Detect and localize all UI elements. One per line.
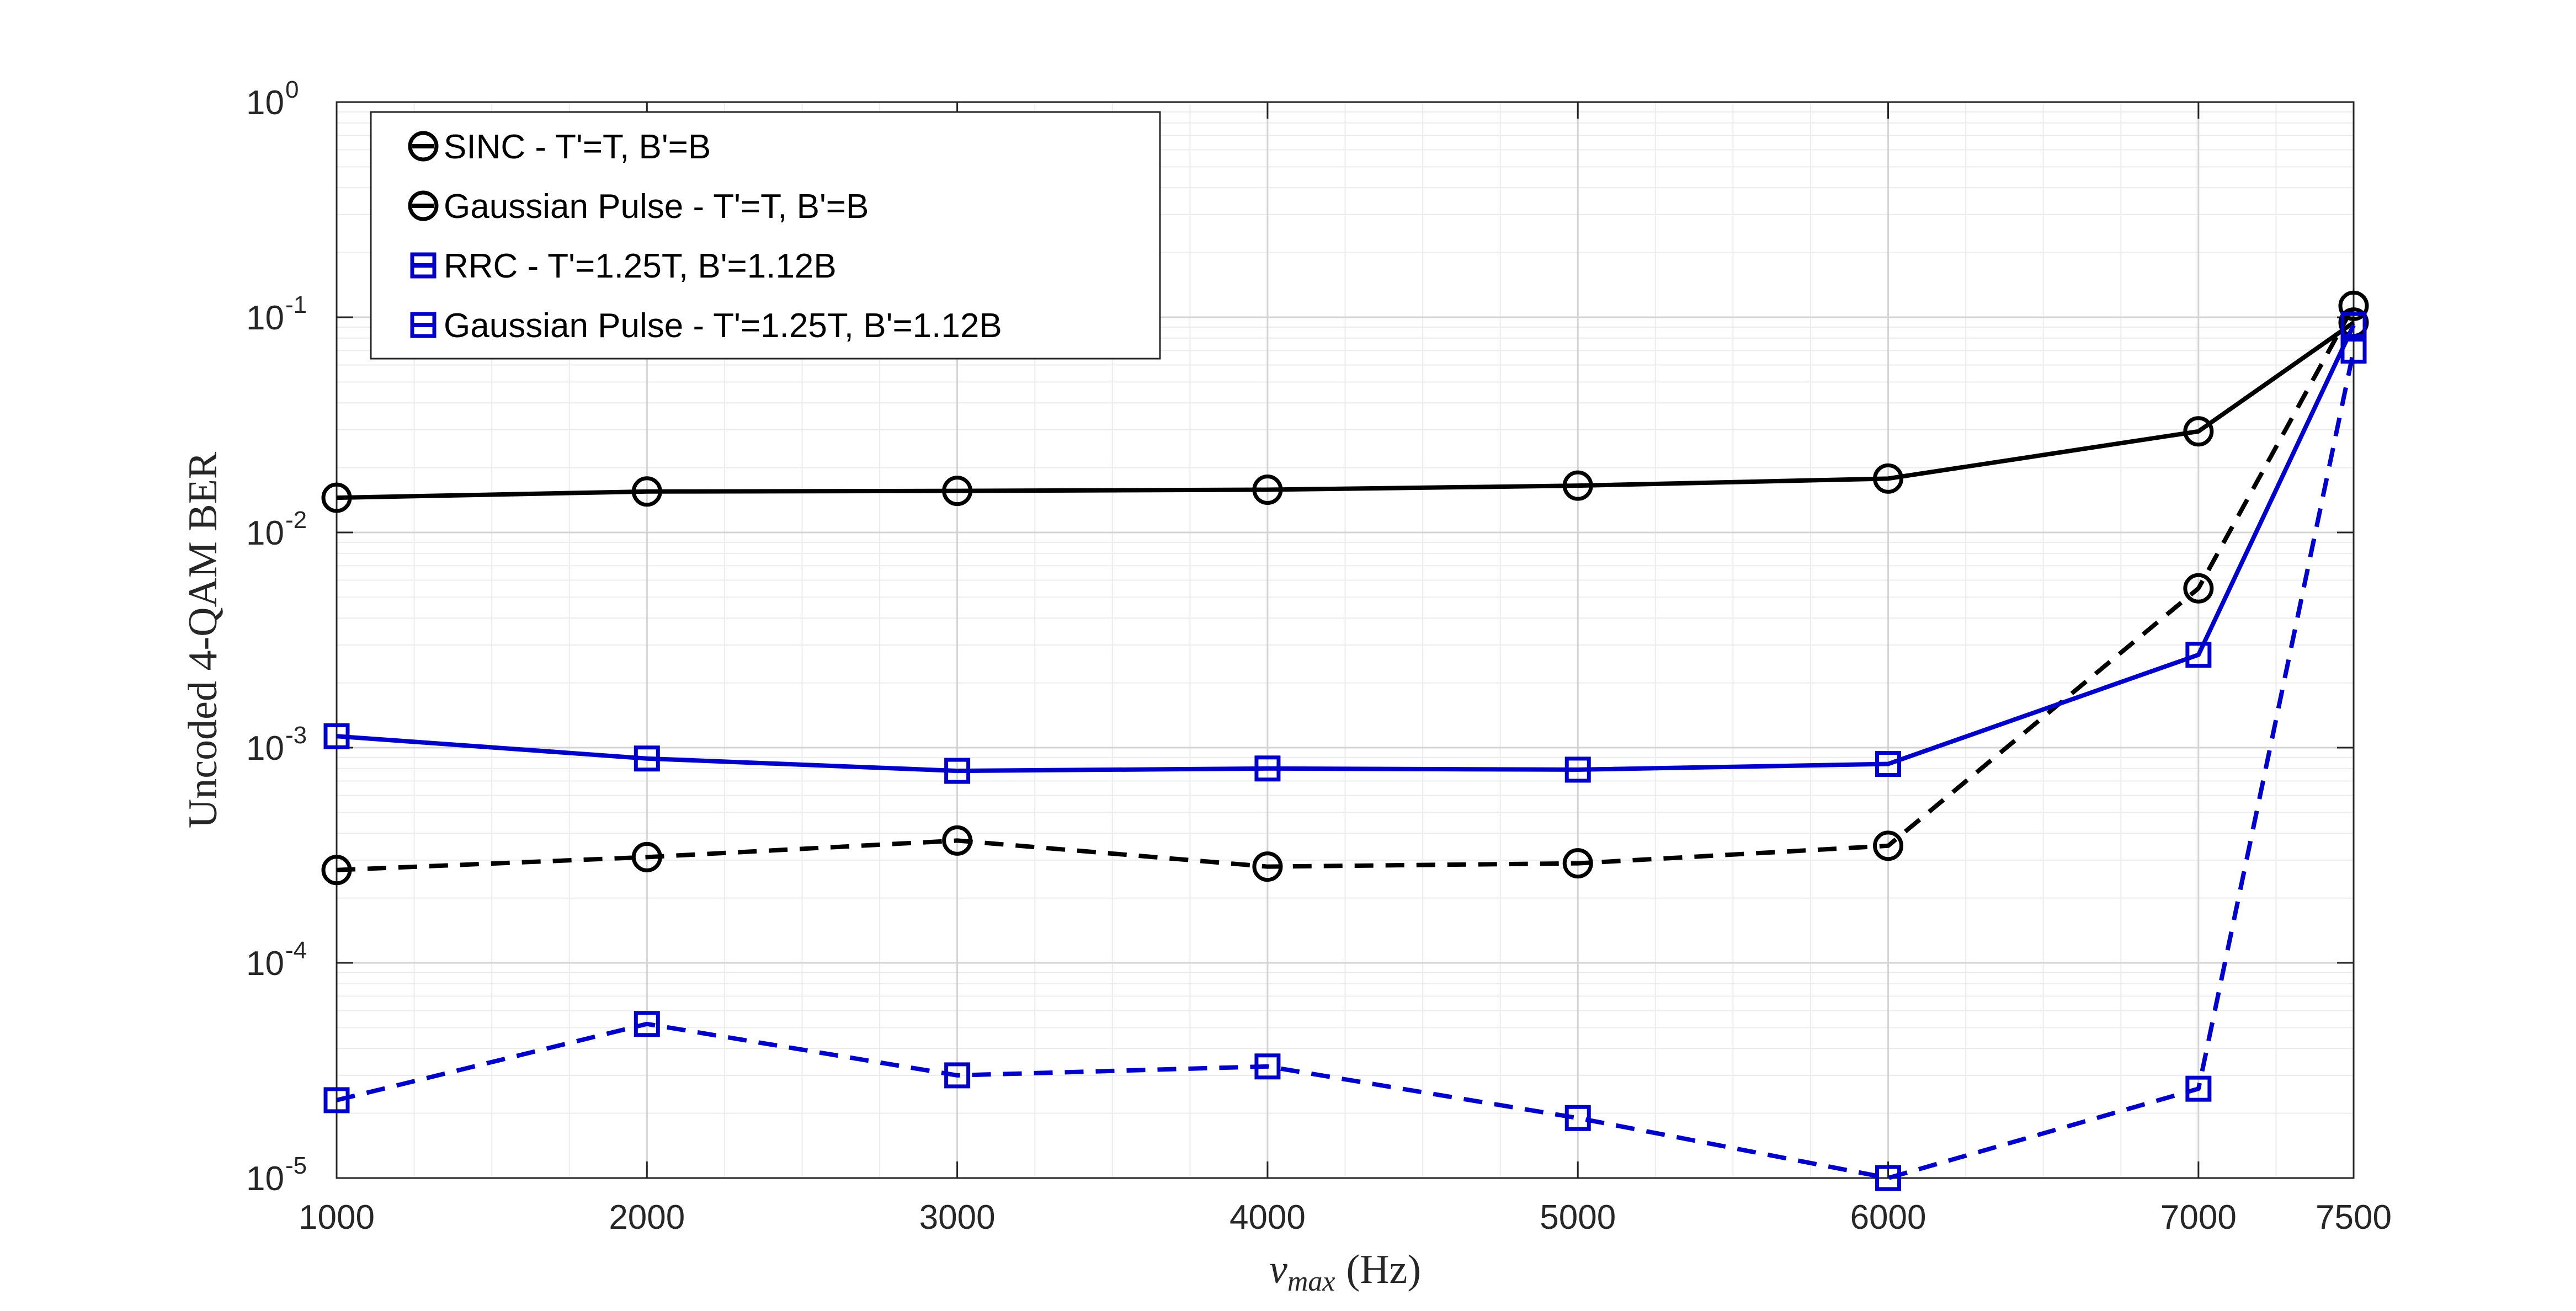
x-axis-label-unit: (Hz) bbox=[1346, 1247, 1421, 1292]
data-point bbox=[1873, 830, 1904, 861]
data-point bbox=[944, 1062, 971, 1089]
data-point bbox=[321, 855, 352, 886]
data-point bbox=[2185, 1075, 2212, 1102]
data-point bbox=[1564, 756, 1591, 783]
y-tick-base: 10 bbox=[246, 945, 284, 983]
data-point bbox=[2340, 312, 2367, 338]
data-point bbox=[321, 482, 352, 513]
y-tick-exponent: -4 bbox=[285, 937, 307, 964]
y-tick-exponent: -5 bbox=[285, 1152, 307, 1179]
data-point bbox=[942, 476, 973, 507]
x-axis-label-subscript: max bbox=[1287, 1266, 1335, 1297]
data-point bbox=[323, 1087, 350, 1113]
data-point bbox=[1873, 463, 1904, 494]
legend: SINC - T'=T, B'=B Gaussian Pulse - T'=T, … bbox=[370, 111, 1161, 360]
x-axis-label-symbol: ν bbox=[1269, 1247, 1287, 1292]
data-point bbox=[942, 825, 973, 856]
legend-marker bbox=[410, 252, 437, 279]
data-point bbox=[1875, 751, 1902, 777]
y-tick-label: 10 bbox=[246, 945, 284, 983]
y-tick-base: 10 bbox=[246, 1160, 284, 1198]
legend-label: RRC - T'=1.25T, B'=1.12B bbox=[444, 247, 837, 285]
y-tick-base: 10 bbox=[246, 729, 284, 768]
y-tick-exponent: -3 bbox=[285, 722, 307, 749]
y-tick-exponent: 0 bbox=[285, 76, 299, 103]
legend-label: Gaussian Pulse - T'=1.25T, B'=1.12B bbox=[444, 307, 1002, 345]
y-tick-base: 10 bbox=[246, 514, 284, 552]
y-tick-exponent: -2 bbox=[285, 507, 307, 534]
legend-marker bbox=[408, 131, 439, 162]
y-tick-label: 10 bbox=[246, 514, 284, 552]
data-point bbox=[1564, 1105, 1591, 1131]
x-tick-label: 1000 bbox=[299, 1198, 375, 1237]
y-tick-base: 10 bbox=[246, 299, 284, 337]
x-tick-label: 7500 bbox=[2316, 1198, 2392, 1237]
y-tick-label: 10 bbox=[246, 1160, 284, 1198]
x-tick-label: 7000 bbox=[2160, 1198, 2237, 1237]
series-layer bbox=[321, 290, 2369, 1191]
series-line bbox=[336, 321, 2355, 500]
data-point bbox=[1254, 755, 1281, 782]
y-tick-exponent: -1 bbox=[285, 291, 307, 318]
data-point bbox=[631, 476, 662, 507]
legend-label: Gaussian Pulse - T'=T, B'=B bbox=[444, 188, 869, 226]
data-point bbox=[1254, 1053, 1281, 1080]
x-tick-label: 5000 bbox=[1540, 1198, 1616, 1237]
series-3 bbox=[323, 312, 2367, 784]
series-1 bbox=[321, 307, 2369, 513]
y-tick-label: 10 bbox=[246, 729, 284, 768]
plot-frame bbox=[336, 101, 2355, 1179]
series-2 bbox=[321, 290, 2369, 886]
y-tick-label: 10 bbox=[246, 84, 284, 122]
x-tick-label: 2000 bbox=[609, 1198, 685, 1237]
data-point bbox=[2338, 290, 2369, 321]
data-point bbox=[2185, 642, 2212, 668]
x-axis-ticks: 1000 2000 3000 4000 5000 6000 7000 7500 bbox=[299, 102, 2392, 1237]
y-axis-label: Uncoded 4-QAM BER bbox=[180, 451, 226, 828]
data-point bbox=[1562, 470, 1593, 501]
data-point bbox=[2183, 416, 2214, 447]
series-4 bbox=[323, 337, 2367, 1191]
x-tick-label: 4000 bbox=[1230, 1198, 1306, 1237]
y-tick-base: 10 bbox=[246, 84, 284, 122]
legend-label: SINC - T'=T, B'=B bbox=[444, 128, 711, 166]
series-line bbox=[336, 350, 2356, 1180]
data-point bbox=[1252, 851, 1283, 882]
data-point bbox=[1875, 1165, 1902, 1191]
data-point bbox=[631, 841, 662, 872]
x-axis-label: νmax (Hz) bbox=[1269, 1247, 1421, 1297]
x-tick-label: 3000 bbox=[919, 1198, 996, 1237]
data-point bbox=[634, 745, 660, 772]
legend-entry: SINC - T'=T, B'=B bbox=[408, 128, 711, 166]
series-line bbox=[336, 305, 2356, 872]
data-point bbox=[323, 723, 350, 749]
data-point bbox=[2340, 337, 2367, 364]
data-point bbox=[1562, 848, 1593, 879]
legend-marker bbox=[408, 190, 439, 221]
legend-entry: Gaussian Pulse - T'=T, B'=B bbox=[408, 188, 869, 226]
legend-entry: RRC - T'=1.25T, B'=1.12B bbox=[410, 247, 837, 285]
legend-entry: Gaussian Pulse - T'=1.25T, B'=1.12B bbox=[410, 307, 1002, 345]
data-point bbox=[1252, 475, 1283, 505]
data-point bbox=[2183, 573, 2214, 604]
legend-marker bbox=[410, 312, 437, 338]
legend-box bbox=[370, 111, 1161, 360]
data-point bbox=[634, 1011, 660, 1037]
x-tick-label: 6000 bbox=[1850, 1198, 1926, 1237]
series-line bbox=[336, 324, 2356, 774]
data-point bbox=[944, 758, 971, 784]
y-tick-label: 10 bbox=[246, 299, 284, 337]
